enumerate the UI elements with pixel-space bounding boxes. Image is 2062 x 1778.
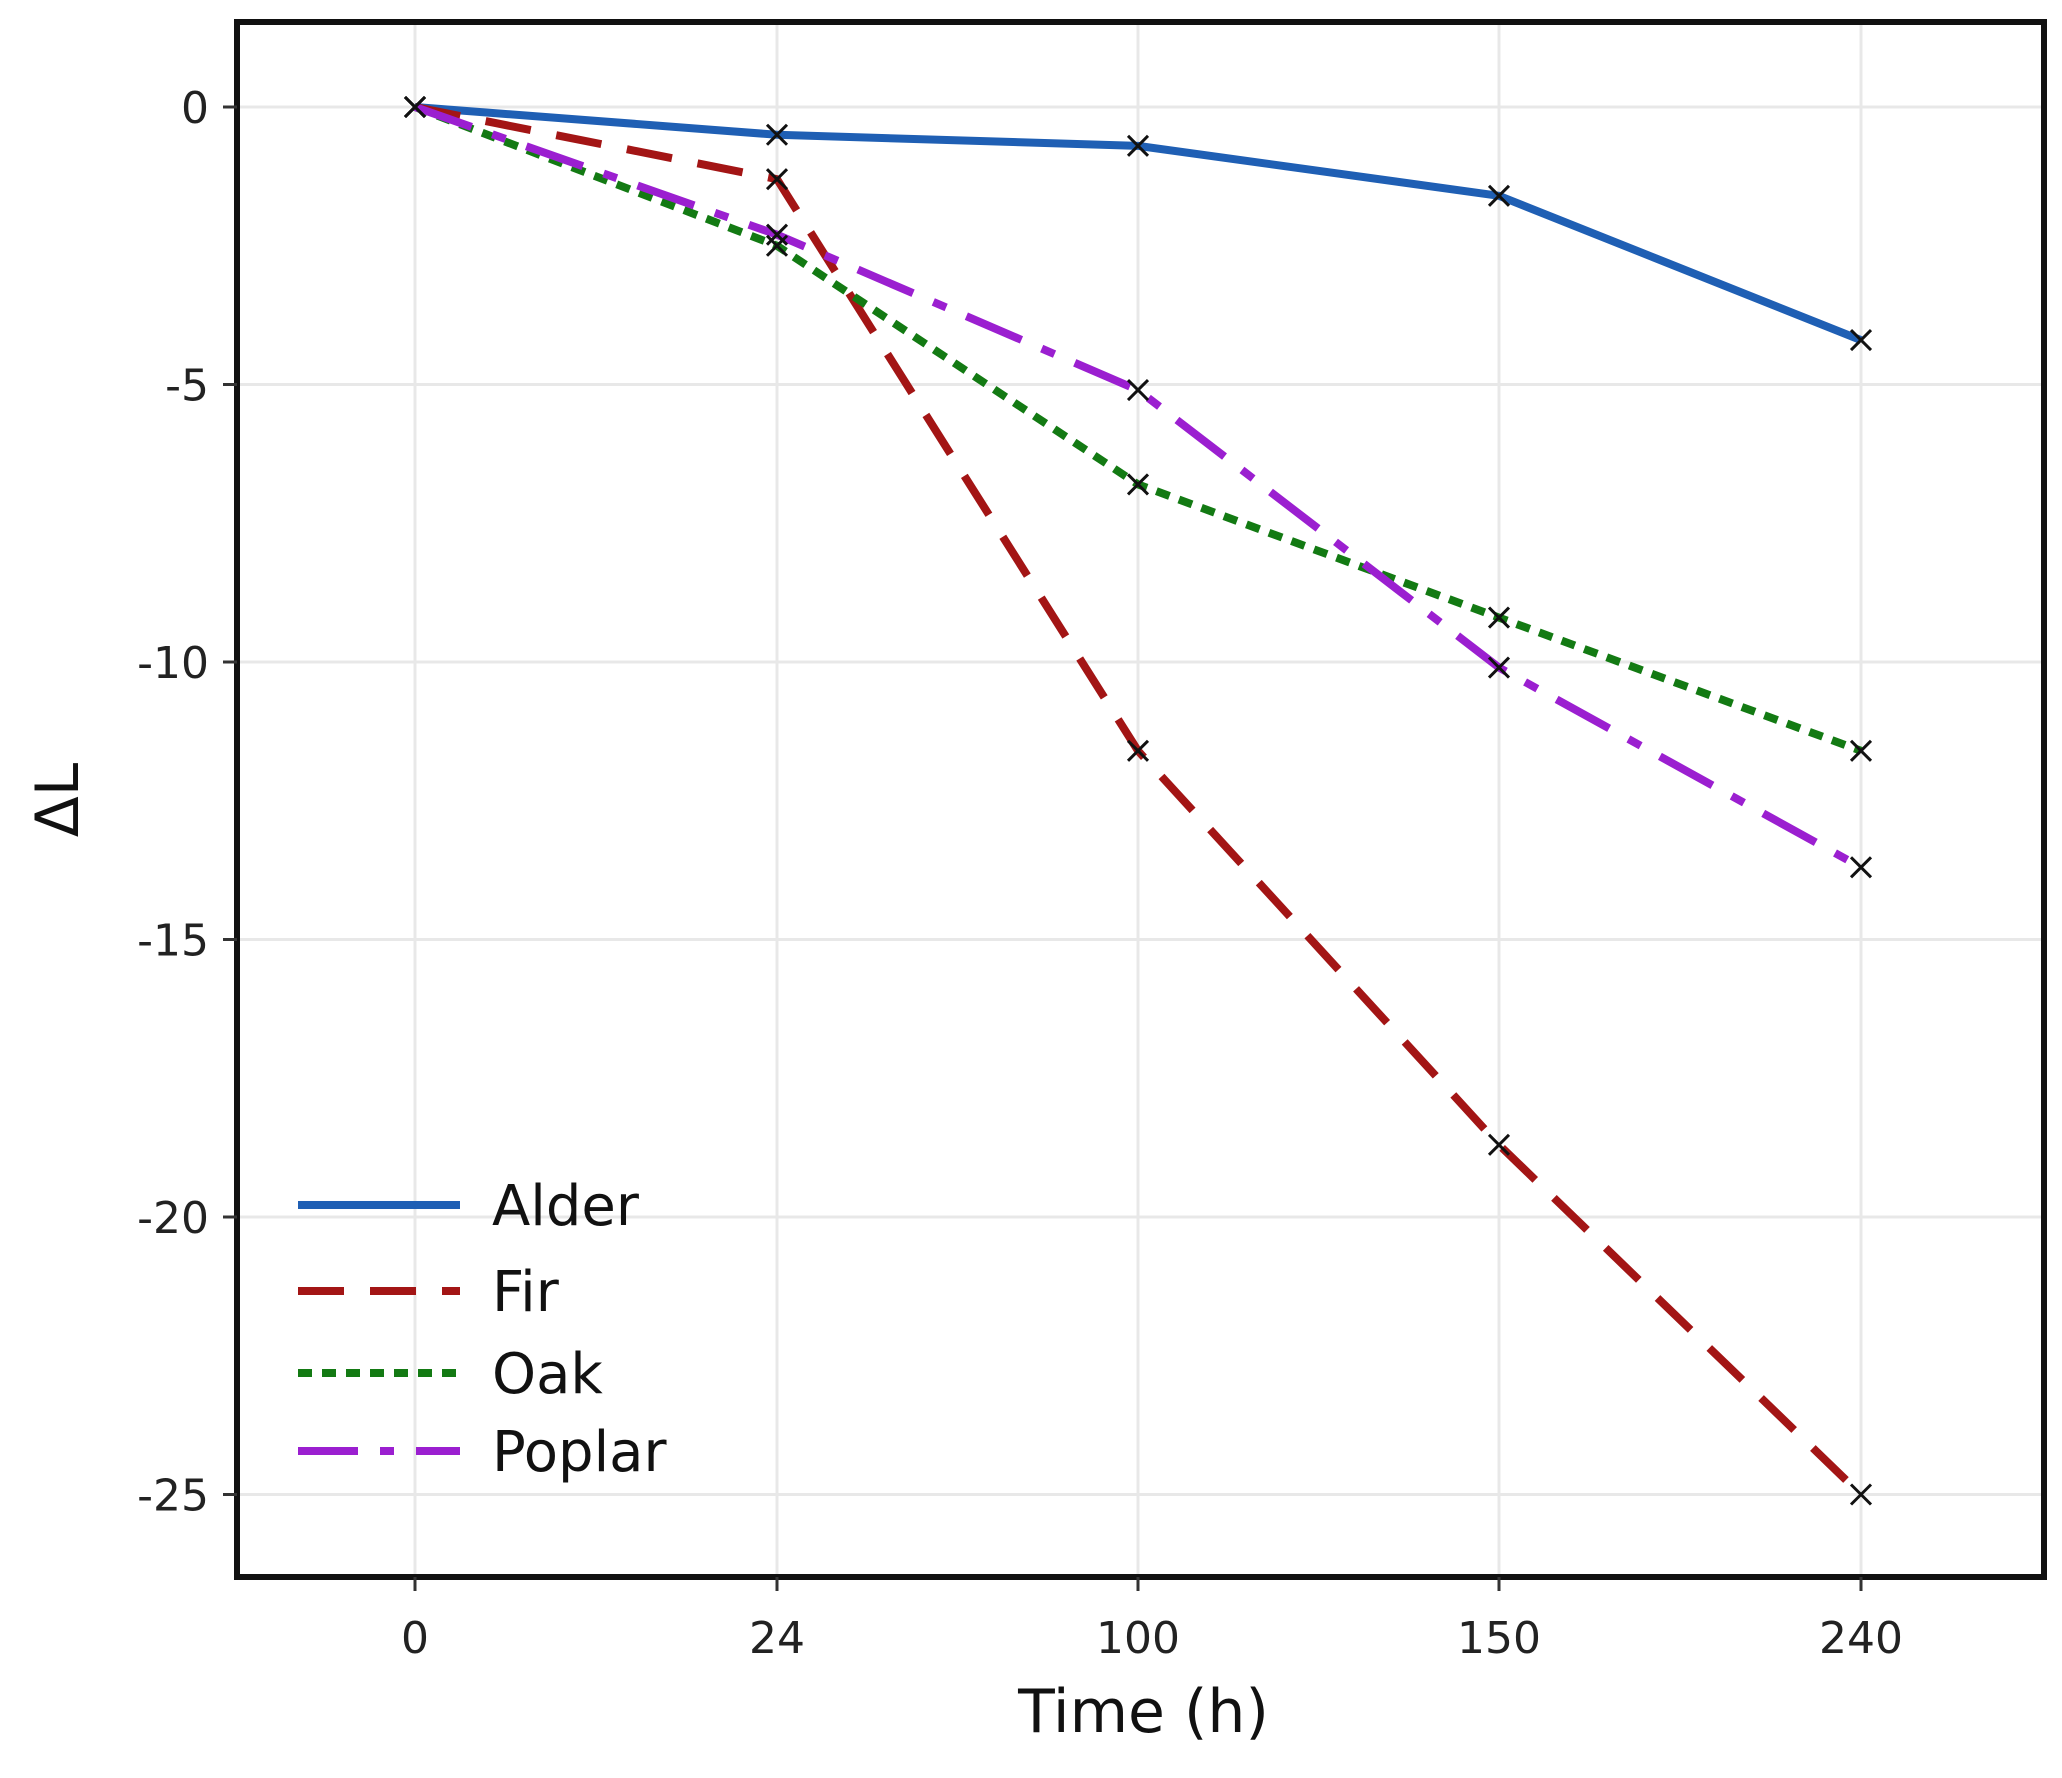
y-tick-label: -5 (165, 361, 209, 412)
y-tick-label: 0 (181, 83, 209, 134)
x-axis-title: Time (h) (1017, 1677, 1269, 1747)
legend-label-poplar: Poplar (492, 1420, 667, 1485)
grid (237, 22, 2044, 1577)
data-point-oak (1126, 473, 1150, 496)
x-tick-label: 150 (1457, 1613, 1541, 1664)
data-point-fir (1849, 1483, 1873, 1506)
y-tick-label: -25 (137, 1471, 209, 1522)
data-point-poplar (1487, 656, 1511, 679)
plot-area-border (234, 19, 2047, 1580)
y-tick-label: -15 (137, 916, 209, 967)
legend-label-fir: Fir (492, 1260, 560, 1325)
y-tick-label: -20 (137, 1193, 209, 1244)
x-axis: 0 24 100 150 240 (401, 1577, 1903, 1664)
x-tick-label: 24 (749, 1613, 805, 1664)
data-point-alder (1487, 184, 1511, 207)
data-point-alder (765, 123, 789, 146)
data-point-fir (765, 168, 789, 191)
data-point-oak (1849, 739, 1873, 762)
data-point-oak (765, 234, 789, 257)
marker-group (403, 95, 1873, 1506)
series-line-poplar (413, 103, 1863, 871)
y-axis: 0 -5 -10 -15 -20 -25 (137, 83, 237, 1522)
data-point-oak (1487, 606, 1511, 629)
data-point-fir (1126, 739, 1150, 762)
data-point-poplar (403, 95, 427, 119)
data-point-poplar (1849, 856, 1873, 879)
y-tick-label: -10 (137, 638, 209, 689)
data-point-alder (1849, 329, 1873, 352)
x-tick-label: 0 (401, 1613, 429, 1664)
legend-label-oak: Oak (492, 1342, 603, 1407)
legend: Alder Fir Oak Poplar (298, 1174, 667, 1485)
data-point-poplar (765, 223, 789, 246)
x-tick-label: 240 (1819, 1613, 1903, 1664)
data-point-alder (1126, 134, 1150, 157)
legend-label-alder: Alder (492, 1174, 640, 1239)
data-point-poplar (1126, 378, 1150, 402)
y-axis-title: ΔL (23, 762, 93, 837)
data-point-fir (1487, 1133, 1511, 1156)
x-tick-label: 100 (1096, 1613, 1180, 1664)
